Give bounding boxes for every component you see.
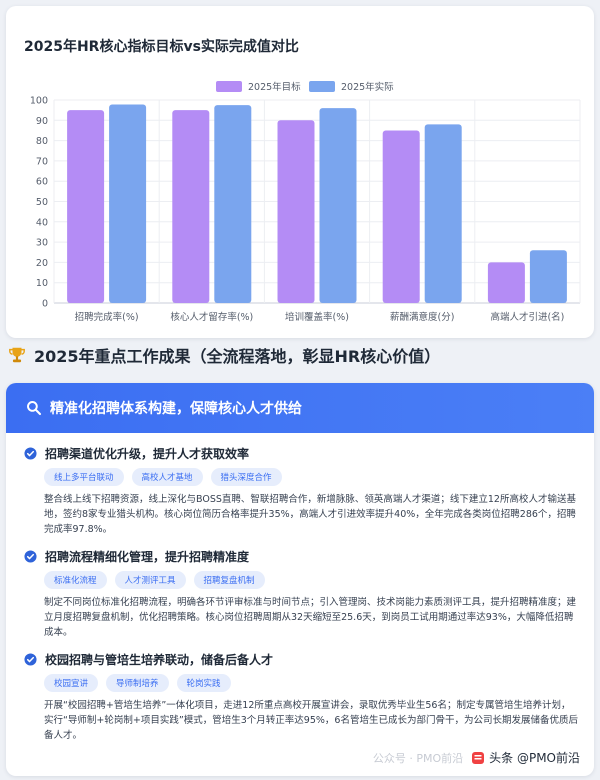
legend-label: 2025年目标 [248, 81, 301, 93]
x-tick-label: 培训覆盖率(%) [285, 311, 349, 323]
search-icon [27, 401, 42, 416]
item-title: 招聘渠道优化升级，提升人才获取效率 [45, 446, 250, 461]
card-header: 精准化招聘体系构建，保障核心人才供给 [6, 383, 594, 433]
y-tick-label: 10 [36, 278, 48, 289]
tag: 招聘复盘机制 [193, 571, 265, 589]
watermark-ghost-text: 公众号 · PMO前沿 [372, 751, 464, 765]
bar-target [487, 262, 525, 303]
item-title: 招聘流程精细化管理，提升招聘精准度 [45, 549, 250, 564]
y-tick-label: 100 [30, 96, 48, 107]
list-item: 招聘流程精细化管理，提升招聘精准度 标准化流程 人才测评工具 招聘复盘机制 制定… [24, 546, 578, 640]
list-item: 校园招聘与管培生培养联动，储备后备人才 校园宣讲 导师制培养 轮岗实践 开展“校… [24, 649, 578, 743]
bar-target [67, 110, 105, 304]
chart-card: 2025年HR核心指标目标vs实际完成值对比 招聘完成率(%) 核心人才留存率(%… [6, 6, 594, 338]
tag: 线上多平台联动 [44, 468, 124, 486]
list-item: 招聘渠道优化升级，提升人才获取效率 线上多平台联动 高校人才基地 猎头深度合作 … [24, 443, 578, 537]
achievement-list: 招聘渠道优化升级，提升人才获取效率 线上多平台联动 高校人才基地 猎头深度合作 … [6, 433, 594, 743]
x-tick-label: 核心人才留存率(%) [170, 311, 253, 323]
y-tick-label: 50 [36, 197, 48, 208]
y-tick-label: 80 [36, 136, 48, 147]
tag: 猎头深度合作 [210, 468, 282, 486]
check-circle-icon [24, 446, 37, 460]
legend-label: 2025年实际 [341, 81, 394, 93]
trophy-icon [9, 347, 25, 363]
tag: 校园宣讲 [44, 674, 99, 692]
bar-target [382, 130, 420, 303]
item-title: 校园招聘与管培生培养联动，储备后备人才 [45, 652, 274, 667]
bar-actual [109, 104, 147, 303]
x-tick-label: 招聘完成率(%) [75, 311, 139, 323]
x-tick-label: 薪酬满意度(分) [390, 311, 454, 323]
y-tick-label: 90 [36, 116, 48, 127]
tag: 轮岗实践 [176, 674, 231, 692]
y-tick-label: 20 [36, 258, 48, 269]
tag-group: 线上多平台联动 高校人才基地 猎头深度合作 [44, 468, 578, 486]
y-tick-label: 0 [42, 299, 48, 310]
y-tick-label: 30 [36, 238, 48, 249]
tag: 导师制培养 [106, 674, 169, 692]
section-heading-text: 2025年重点工作成果（全流程落地，彰显HR核心价值） [34, 347, 441, 366]
bar-target [277, 120, 315, 303]
tag: 人才测评工具 [114, 571, 186, 589]
check-circle-icon [24, 549, 37, 563]
toutiao-logo-icon [472, 751, 485, 764]
y-tick-label: 40 [36, 217, 48, 228]
content-card: 精准化招聘体系构建，保障核心人才供给 招聘渠道优化升级，提升人才获取效率 线上多… [6, 383, 594, 776]
y-tick-label: 70 [36, 156, 48, 167]
watermark: 公众号 · PMO前沿 头条 @PMO前沿 [373, 749, 580, 766]
watermark-text: 头条 @PMO前沿 [489, 751, 580, 765]
chart-title: 2025年HR核心指标目标vs实际完成值对比 [24, 39, 299, 55]
bar-chart: 招聘完成率(%) 核心人才留存率(%) 培训覆盖率(%) 薪酬满意度(分) 高端人才引进… [30, 81, 581, 323]
section-heading: 2025年重点工作成果（全流程落地，彰显HR核心价值） [8, 342, 440, 368]
tag-group: 校园宣讲 导师制培养 轮岗实践 [44, 674, 578, 692]
tag-group: 标准化流程 人才测评工具 招聘复盘机制 [44, 571, 578, 589]
check-circle-icon [24, 652, 37, 666]
bar-actual [319, 108, 357, 304]
item-description: 开展“校园招聘+管培生培养”一体化项目，走进12所重点高校开展宣讲会，录取优秀毕… [44, 700, 578, 741]
y-tick-label: 60 [36, 177, 48, 188]
bar-actual [424, 124, 462, 303]
bar-target [172, 110, 210, 304]
x-tick-label: 高端人才引进(名) [490, 311, 564, 323]
legend-swatch [216, 81, 242, 92]
legend-swatch [309, 81, 335, 92]
item-description: 制定不同岗位标准化招聘流程，明确各环节评审标准与时间节点；引入管理岗、技术岗能力… [44, 597, 577, 638]
bar-actual [529, 250, 567, 303]
bar-actual [214, 105, 252, 303]
tag: 标准化流程 [44, 571, 107, 589]
card-header-title: 精准化招聘体系构建，保障核心人才供给 [50, 401, 302, 417]
tag: 高校人才基地 [131, 468, 203, 486]
item-description: 整合线上线下招聘资源，线上深化与BOSS直聘、智联招聘合作，新增脉脉、领英高端人… [44, 494, 576, 535]
